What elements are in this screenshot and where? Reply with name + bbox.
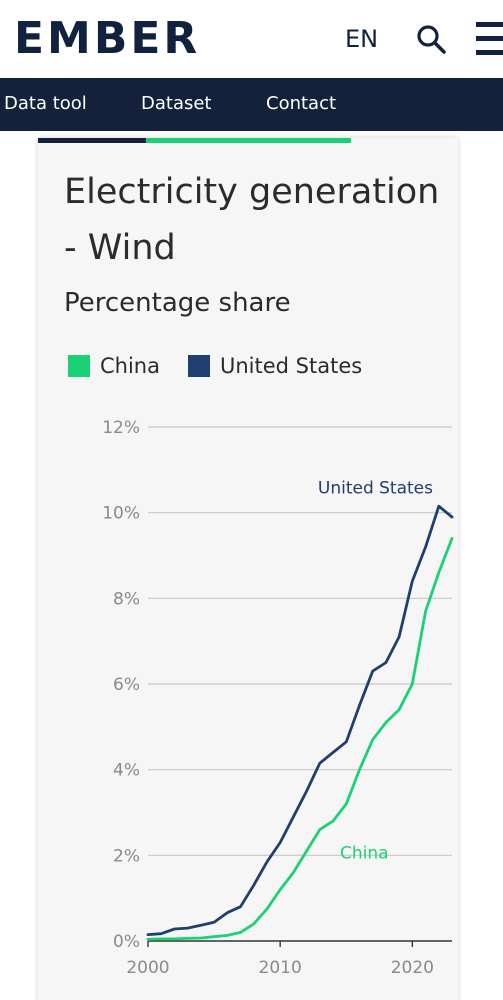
nav-item-dataset[interactable]: Dataset <box>141 93 212 114</box>
top-header: EMBER EN <box>0 0 503 78</box>
y-tick-label: 4% <box>113 761 140 781</box>
y-tick-label: 10% <box>102 504 140 524</box>
chart-title: Electricity generation - Wind <box>64 172 440 268</box>
chart-subtitle: Percentage share <box>64 288 291 318</box>
y-tick-label: 2% <box>113 846 140 866</box>
legend-item-china[interactable]: China <box>68 352 160 380</box>
line-chart: 0% 2% 4% 6% 8% 10% 12% 2000 2010 2020 United Sta… <box>102 418 454 978</box>
gridlines <box>148 426 452 942</box>
card-accent-bar-green <box>146 138 351 143</box>
legend-swatch-china <box>68 355 90 377</box>
y-tick-label: 6% <box>113 675 140 695</box>
series-line-united-states <box>146 504 454 936</box>
x-tick-label: 2010 <box>259 958 302 978</box>
annotation-united-states: United States <box>318 478 433 498</box>
y-axis-ticks: 0% 2% 4% 6% 8% 10% 12% <box>102 418 140 952</box>
x-axis-ticks: 2000 2010 2020 <box>126 941 434 978</box>
series-line-china <box>146 537 454 941</box>
y-tick-label: 0% <box>113 932 140 952</box>
nav-item-contact[interactable]: Contact <box>266 93 337 114</box>
chart-card <box>38 138 458 1000</box>
language-selector[interactable]: EN <box>345 25 379 53</box>
nav-item-data-tool[interactable]: Data tool <box>4 93 87 114</box>
legend-swatch-united-states <box>188 355 210 377</box>
search-icon[interactable] <box>416 24 446 54</box>
nav-bar: Data tool Dataset Contact <box>0 78 503 131</box>
hamburger-menu-icon[interactable] <box>476 20 503 58</box>
ember-logo[interactable]: EMBER <box>14 13 201 64</box>
x-tick-label: 2020 <box>391 958 434 978</box>
card-accent-bar-dark <box>38 138 146 143</box>
legend-item-united-states[interactable]: United States <box>188 352 362 380</box>
legend-label-china: China <box>100 354 160 378</box>
y-tick-label: 12% <box>102 418 140 438</box>
annotation-china: China <box>340 843 389 863</box>
series-lines <box>146 504 454 941</box>
x-tick-label: 2000 <box>126 958 169 978</box>
y-tick-label: 8% <box>113 589 140 609</box>
legend-label-united-states: United States <box>220 354 363 378</box>
series-labels: United States China <box>318 478 433 863</box>
